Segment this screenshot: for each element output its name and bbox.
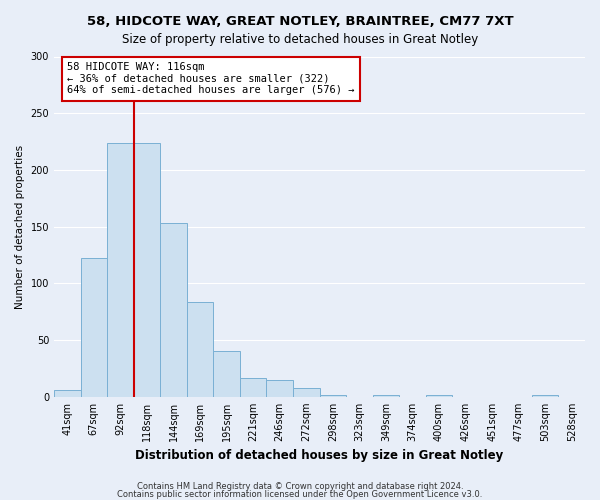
Bar [107,142,134,397]
Text: Contains public sector information licensed under the Open Government Licence v3: Contains public sector information licen… [118,490,482,499]
Bar [532,394,559,397]
Text: Size of property relative to detached houses in Great Notley: Size of property relative to detached ho… [122,32,478,46]
Bar [160,223,187,397]
Text: Contains HM Land Registry data © Crown copyright and database right 2024.: Contains HM Land Registry data © Crown c… [137,482,463,491]
Bar [240,378,266,397]
Bar [80,258,107,397]
Bar [320,394,346,397]
Bar [54,390,80,397]
Bar [373,394,399,397]
Bar [426,394,452,397]
Text: 58 HIDCOTE WAY: 116sqm
← 36% of detached houses are smaller (322)
64% of semi-de: 58 HIDCOTE WAY: 116sqm ← 36% of detached… [67,62,355,96]
Bar [134,142,160,397]
Bar [293,388,320,397]
Bar [187,302,214,397]
Bar [266,380,293,397]
Bar [214,352,240,397]
Y-axis label: Number of detached properties: Number of detached properties [15,144,25,308]
X-axis label: Distribution of detached houses by size in Great Notley: Distribution of detached houses by size … [136,450,503,462]
Text: 58, HIDCOTE WAY, GREAT NOTLEY, BRAINTREE, CM77 7XT: 58, HIDCOTE WAY, GREAT NOTLEY, BRAINTREE… [86,15,514,28]
